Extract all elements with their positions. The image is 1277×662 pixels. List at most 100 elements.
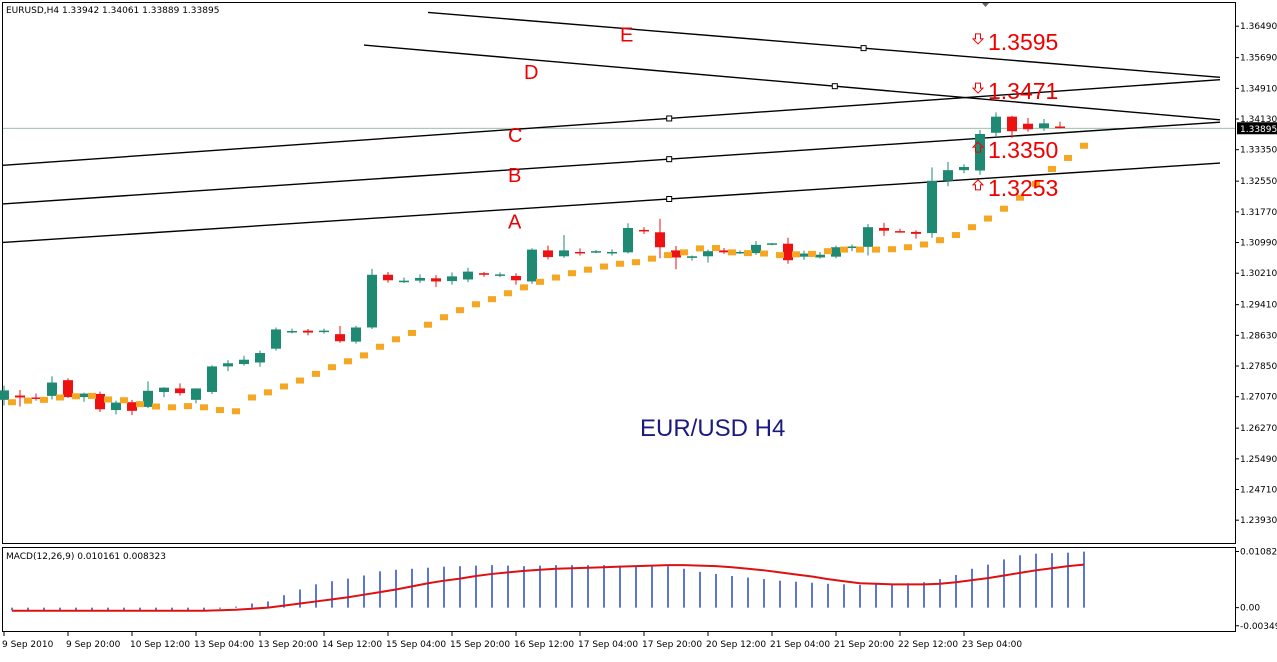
psar-dot	[632, 259, 640, 266]
macd-tick-label: 0.00	[1240, 604, 1260, 614]
price-tick-label: 1.24710	[1240, 486, 1277, 496]
candle-body	[15, 395, 25, 398]
psar-dot	[712, 245, 720, 252]
macd-group: 0.010823 0.00 -0.00349	[11, 548, 1277, 632]
psar-dot	[552, 274, 560, 281]
price-tick-label: 1.35690	[1240, 54, 1277, 64]
time-tick-label: 17 Sep 20:00	[642, 640, 702, 650]
price-tick-label: 1.27850	[1240, 362, 1277, 372]
levels-group: 1.3595 1.3471 1.3350 1.3253	[971, 29, 1058, 201]
time-tick-label: 9 Sep 20:00	[66, 640, 121, 650]
price-tick-label: 1.25490	[1240, 455, 1277, 465]
candle-body	[815, 254, 825, 258]
psar-dot	[1000, 205, 1008, 212]
candle-body	[799, 253, 809, 257]
trend-line-handle[interactable]	[831, 83, 838, 90]
trend-line-handle[interactable]	[666, 115, 673, 122]
psar-dot	[328, 364, 336, 371]
psar-dot	[840, 246, 848, 253]
psar-dot	[808, 250, 816, 257]
price-tick-label: 1.29410	[1240, 301, 1277, 311]
price-tick-label: 1.23930	[1240, 516, 1277, 526]
price-tick-label: 1.27070	[1240, 393, 1277, 403]
price-tick-label: 1.32550	[1240, 177, 1277, 187]
psar-dot	[1064, 154, 1072, 161]
trend-line-d[interactable]	[363, 44, 1221, 121]
psar-dot	[696, 245, 704, 252]
price-tick-label: 1.28630	[1240, 331, 1277, 341]
trend-line-c[interactable]	[2, 78, 1221, 167]
psar-dot	[1080, 142, 1088, 149]
candle-body	[479, 273, 489, 275]
candle-body	[511, 275, 521, 281]
candle-body	[351, 327, 361, 342]
psar-dot	[360, 352, 368, 359]
candle-body	[319, 330, 329, 333]
candle-body	[223, 363, 233, 367]
shift-marker-icon[interactable]	[982, 3, 989, 7]
macd-tick-label: 0.010823	[1240, 548, 1277, 558]
psar-dot	[392, 336, 400, 343]
time-tick-label: 17 Sep 04:00	[578, 640, 638, 650]
candle-body	[31, 397, 41, 399]
trend-line-b[interactable]	[2, 121, 1221, 205]
psar-dot	[104, 396, 112, 403]
candle-body	[207, 366, 217, 392]
time-tick-label: 14 Sep 12:00	[322, 640, 382, 650]
macd-plot-frame	[2, 547, 1236, 632]
candle-body	[63, 380, 73, 398]
arrow-up-icon	[971, 141, 985, 153]
psar-dot	[168, 404, 176, 411]
level-1.3253: 1.3253	[988, 175, 1058, 201]
candle-body	[383, 274, 393, 281]
candle-body	[239, 359, 249, 365]
candle-body	[1055, 126, 1065, 129]
level-1.3471: 1.3471	[988, 78, 1058, 104]
trend-line-e[interactable]	[427, 11, 1221, 79]
trend-line-handle[interactable]	[666, 196, 673, 203]
time-axis-group: 9 Sep 2010 9 Sep 20:00 10 Sep 12:00 13 Sep …	[2, 631, 1022, 650]
time-tick-label: 23 Sep 04:00	[962, 640, 1022, 650]
candle-body	[447, 276, 457, 282]
psar-dot	[1032, 180, 1040, 187]
candle-body	[991, 116, 1001, 133]
candle-body	[1007, 116, 1017, 132]
price-tick-label: 1.36490	[1240, 22, 1277, 32]
trend-line-a[interactable]	[2, 162, 1221, 244]
trend-line-handle[interactable]	[666, 156, 673, 163]
annotation-a: A	[508, 212, 522, 234]
psar-dot	[616, 260, 624, 267]
annotation-e: E	[620, 24, 633, 46]
candle-body	[287, 331, 297, 333]
psar-dot	[72, 393, 80, 400]
psar-dot	[568, 270, 576, 277]
arrow-down-icon	[971, 33, 985, 45]
price-tick-label: 1.26270	[1240, 424, 1277, 434]
price-tick-label: 1.30990	[1240, 239, 1277, 249]
psar-dot	[216, 407, 224, 414]
candle-body	[911, 231, 921, 234]
time-tick-label: 21 Sep 20:00	[834, 640, 894, 650]
candle-body	[639, 229, 649, 232]
annotations-group: E D CB A	[508, 24, 633, 233]
candle-body	[591, 251, 601, 253]
price-tick-label: 1.34130	[1240, 115, 1277, 125]
candle-body	[335, 334, 345, 342]
psar-dot	[984, 215, 992, 222]
arrow-up-icon	[971, 179, 985, 191]
annotation-b: B	[508, 165, 521, 187]
macd-tick-label: -0.00349	[1240, 622, 1277, 632]
level-1.3350: 1.3350	[988, 137, 1058, 163]
time-tick-label: 13 Sep 04:00	[194, 640, 254, 650]
candle-body	[95, 393, 105, 410]
candle-body	[575, 251, 585, 254]
psar-dot	[472, 301, 480, 308]
candle-body	[191, 388, 201, 400]
psar-dot	[760, 250, 768, 257]
psar-dot	[728, 249, 736, 256]
psar-dot	[56, 394, 64, 401]
trend-line-handle[interactable]	[860, 45, 867, 52]
psar-dot	[40, 396, 48, 403]
